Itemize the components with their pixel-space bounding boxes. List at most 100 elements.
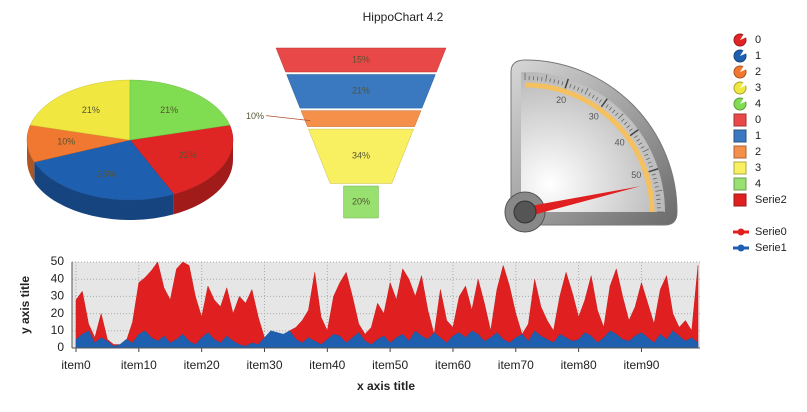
y-tick-label: 30 [51,289,65,303]
x-tick-label: item60 [435,358,471,372]
pie-label: 21% [160,105,178,115]
gauge-face [521,71,665,212]
funnel-segment [275,47,447,73]
pie-slice [129,79,231,141]
gauge-minor-tick [557,80,560,85]
legend-label: 1 [755,130,761,142]
legend-swatch [733,129,747,143]
gauge-minor-tick [549,78,551,83]
legend-label: 0 [755,114,761,126]
gauge-minor-tick [647,161,652,164]
gauge-minor-tick [561,81,564,86]
gauge-minor-tick [636,138,641,142]
legend-label: 3 [755,162,761,174]
gauge-minor-tick [580,88,584,93]
x-tick-label: item10 [121,358,157,372]
y-tick-label: 40 [51,271,65,285]
legend-icon-cut [740,48,747,56]
funnel-label: 15% [352,54,370,64]
gauge-minor-tick [655,194,660,196]
pie-slice [129,124,234,195]
gauge-minor-tick [605,104,609,108]
gauge-minor-tick [545,74,548,82]
x-tick-label: item70 [498,358,534,372]
pie-side [34,162,174,221]
gauge-minor-tick [638,142,643,146]
gauge-tick [600,98,608,108]
gauge-minor-tick [640,146,645,149]
funnel-segment [343,185,379,219]
legend-icon-cut [740,32,747,40]
legend-swatch [733,177,747,191]
gauge-minor-tick [644,153,649,157]
gauge-minor-tick [620,118,625,122]
gauge-tick [648,168,659,173]
x-tick-label: item80 [561,358,597,372]
pie-slice [33,139,175,201]
legend-swatch [733,113,747,127]
gauge-minor-tick [608,106,612,111]
funnel-segment [286,74,436,109]
funnel-segment [308,128,414,184]
gauge-tick-label: 20 [556,95,566,105]
legend-label: 3 [755,82,761,94]
gauge-minor-tick [573,85,576,90]
funnel-label: 21% [352,86,370,96]
area [75,261,699,349]
gauge-tick-label: 30 [589,112,599,122]
legend-dot [737,228,745,236]
gauge-minor-tick [569,83,572,88]
page-title: HippoChart 4.2 [363,10,444,24]
leader-line [265,115,311,121]
gauge-minor-tick [626,125,631,129]
pie-label: 10% [57,137,75,147]
gauge-minor-tick [642,148,650,153]
y-tick-label: 50 [51,254,65,268]
legend-dot [737,244,745,252]
pie-label: 26% [97,169,115,179]
y-axis-title: y axis title [18,276,32,334]
gauge-tick [564,78,569,89]
gauge-minor-tick [591,94,595,99]
pie-slice [29,79,131,141]
legend-icon-cut [740,80,747,88]
funnel-label: 34% [352,151,370,161]
gauge-tick-label: 40 [615,138,625,148]
area [75,330,699,349]
legend-label: Serie2 [755,194,787,206]
legend-swatch [733,161,747,175]
gauge-minor-tick [553,79,556,84]
gauge-minor-tick [618,113,624,119]
x-tick-label: item50 [372,358,408,372]
gauge-minor-tick [598,99,602,104]
gauge-minor-tick [595,96,599,101]
gauge-minor-tick [615,112,619,117]
gauge-minor-tick [655,189,663,192]
gauge-minor-tick [541,77,543,82]
gauge-hub [513,200,537,224]
x-tick-label: item90 [623,358,659,372]
pie-label: 22% [179,150,197,160]
legend-label: 0 [755,34,761,46]
gauge-minor-tick [611,109,616,114]
legend-label: 2 [755,66,761,78]
gauge-minor-tick [633,135,638,139]
pie-side [173,140,233,215]
x-tick-label: item30 [246,358,282,372]
legend-icon-cut [740,96,747,104]
legend-label: 2 [755,146,761,158]
gauge-minor-tick [584,87,589,95]
gauge-minor-tick [651,173,656,176]
legend-label: Serie0 [755,226,787,238]
legend-label: 4 [755,98,761,110]
legend-swatch [733,145,747,159]
gauge-minor-tick [629,128,633,132]
x-tick-label: item40 [309,358,345,372]
legend-icon-cut [740,64,747,72]
gauge-minor-tick [654,186,659,188]
pie-side [27,140,35,183]
gauge-needle [523,186,641,217]
gauge-minor-tick [623,121,628,126]
x-axis-title: x axis title [357,379,415,393]
gauge-tick [629,129,639,137]
